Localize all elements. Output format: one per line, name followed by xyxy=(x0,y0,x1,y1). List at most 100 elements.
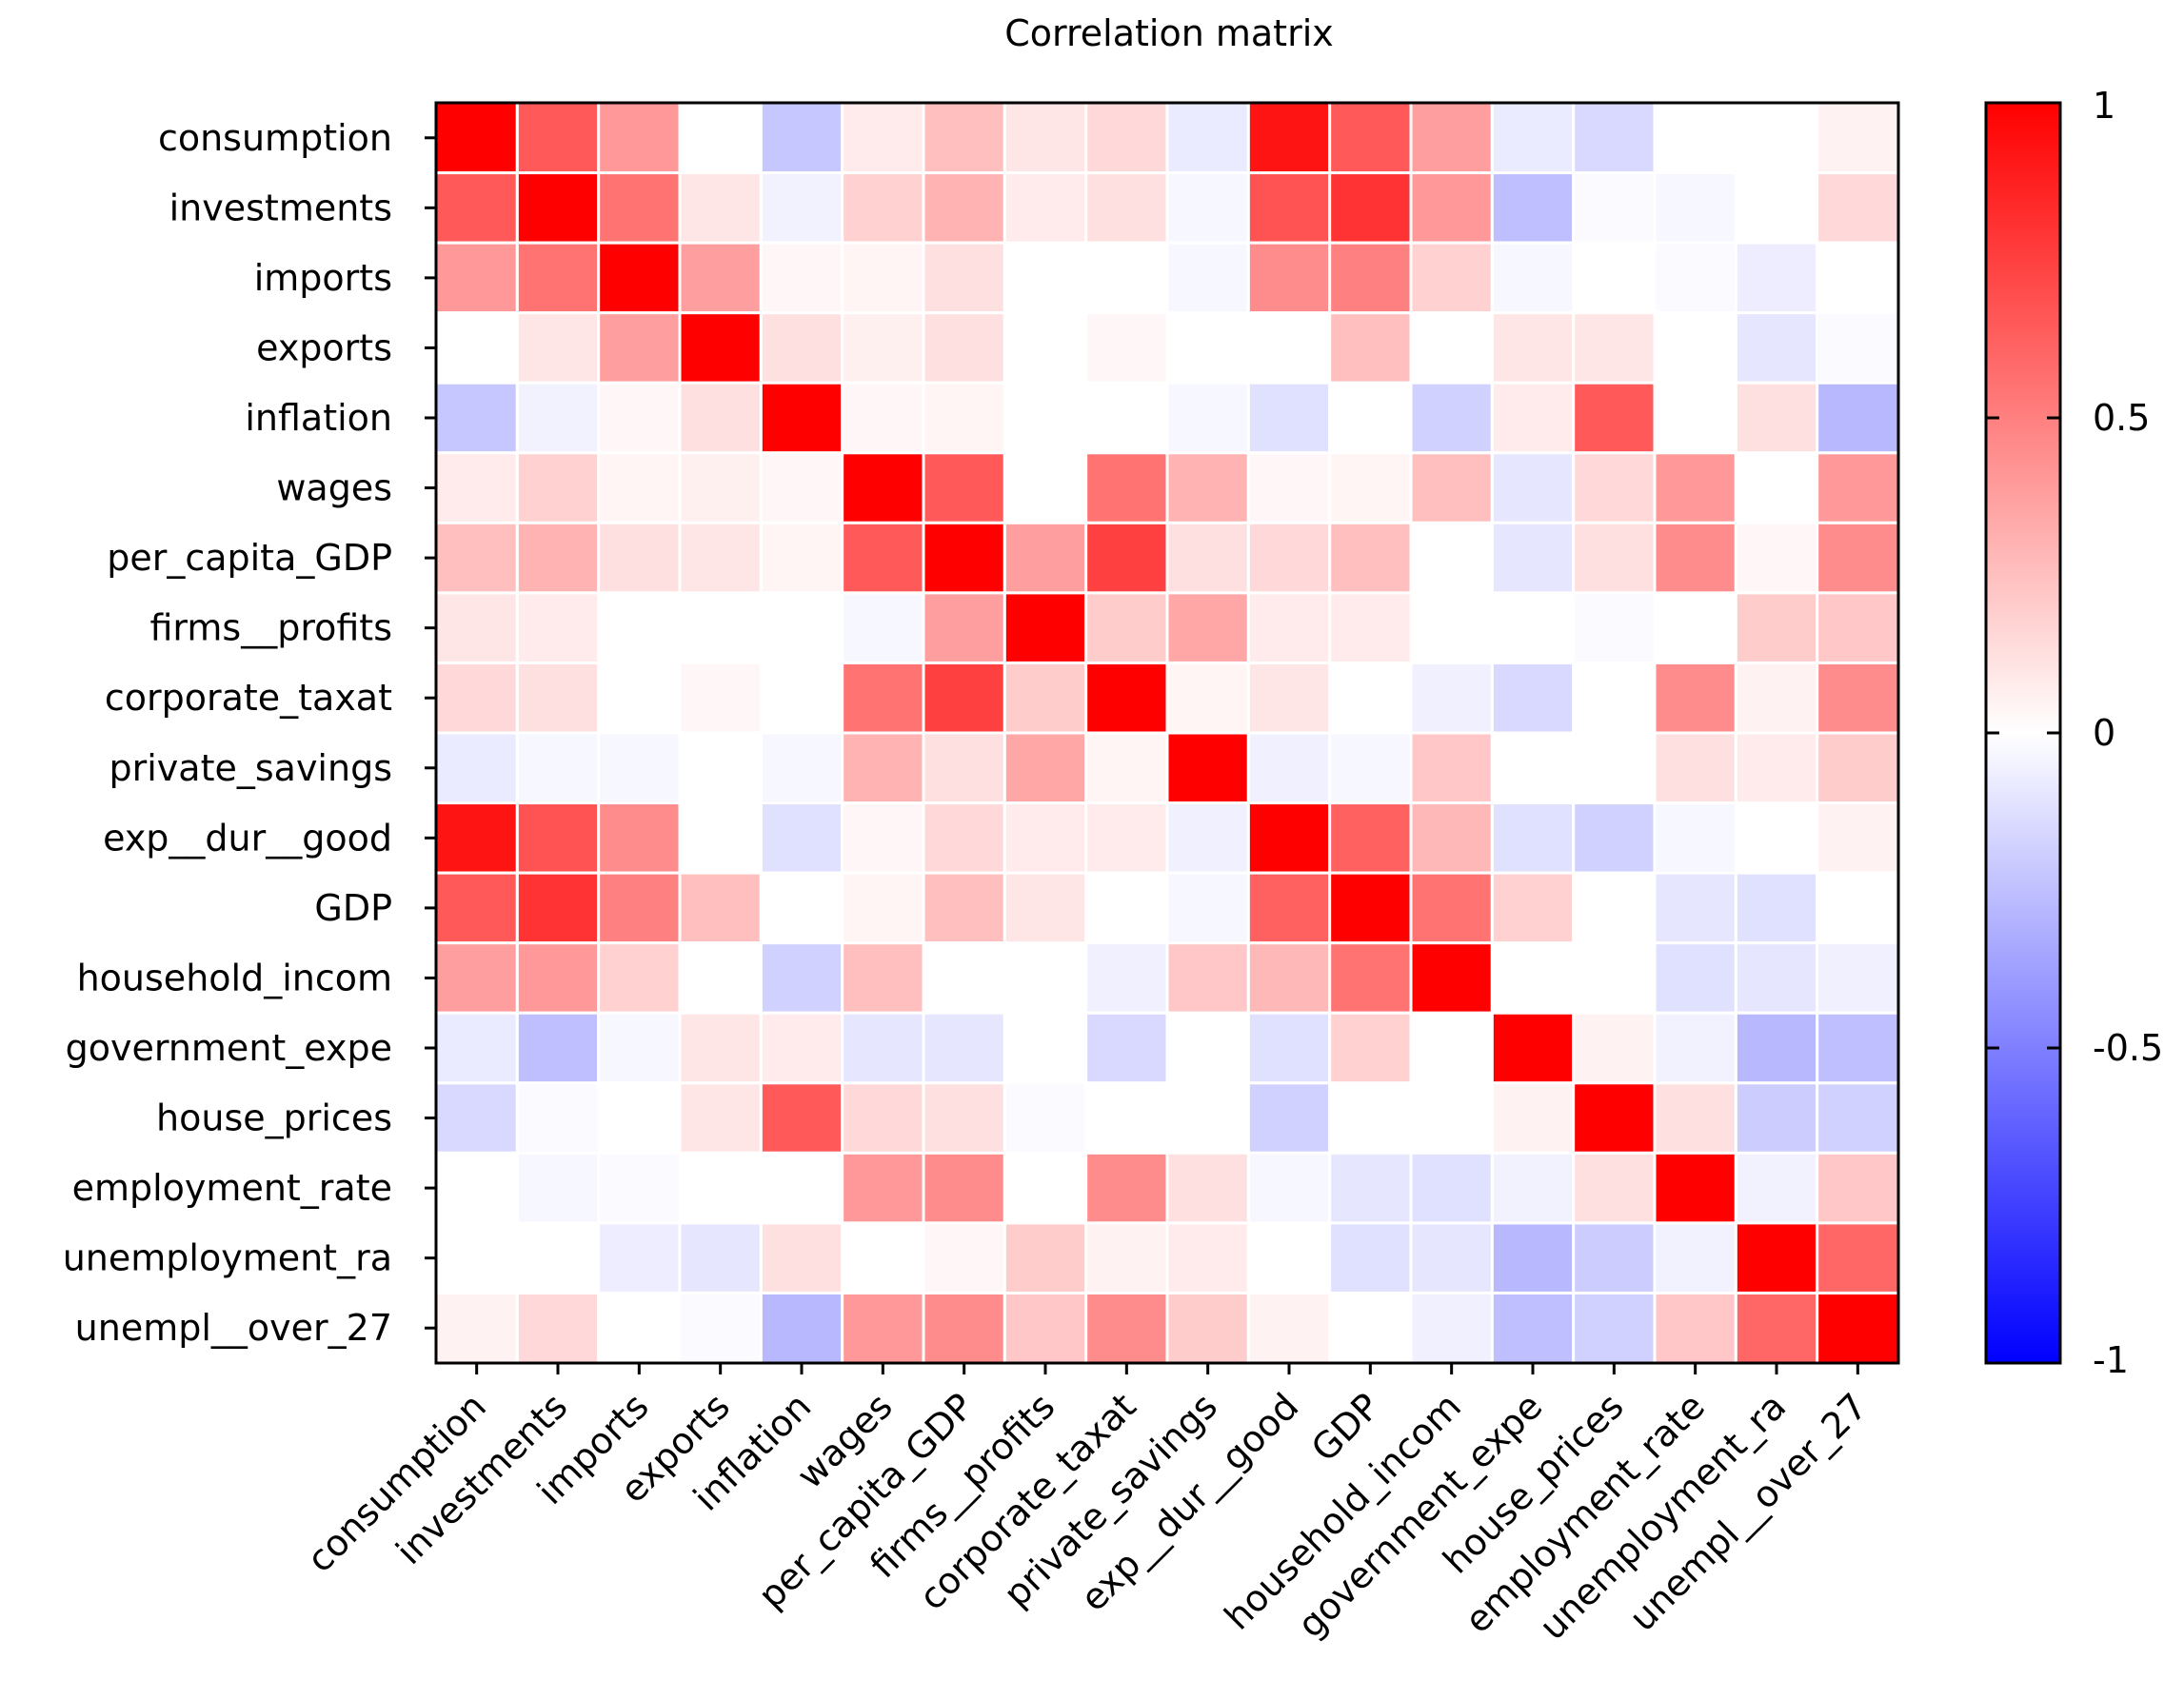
heatmap-cell-consumption-house_prices xyxy=(1572,101,1657,175)
heatmap-cell-wages-GDP xyxy=(1328,451,1413,524)
heatmap-cell-corporate_taxat-imports xyxy=(597,661,682,735)
heatmap-cell-firms__profits-house_prices xyxy=(1572,591,1657,664)
heatmap-cell-household_incom-imports xyxy=(597,941,682,1015)
heatmap-cell-exp__dur__good-imports xyxy=(597,801,682,875)
heatmap-cell-GDP-employment_rate xyxy=(1653,871,1737,945)
heatmap-cell-wages-unemployment_ra xyxy=(1734,451,1819,524)
heatmap-cell-firms__profits-inflation xyxy=(759,591,844,664)
heatmap-cell-exp__dur__good-consumption xyxy=(434,801,519,875)
heatmap-cell-unempl__over_27-exp__dur__good xyxy=(1246,1291,1332,1365)
y-tick-label: wages xyxy=(276,467,392,509)
heatmap-cell-per_capita_GDP-consumption xyxy=(434,521,519,595)
heatmap-cell-consumption-private_savings xyxy=(1165,101,1250,175)
y-tick-label: firms__profits xyxy=(150,607,393,649)
heatmap-cell-imports-GDP xyxy=(1328,241,1413,315)
heatmap-cell-firms__profits-per_capita_GDP xyxy=(922,591,1006,664)
y-tick-label: GDP xyxy=(314,887,392,929)
heatmap-cell-firms__profits-unemployment_ra xyxy=(1734,591,1819,664)
heatmap-cell-household_incom-wages xyxy=(841,941,925,1015)
heatmap-cell-inflation-corporate_taxat xyxy=(1084,381,1169,455)
heatmap-cell-exp__dur__good-unempl__over_27 xyxy=(1816,801,1900,875)
heatmap-cell-investments-employment_rate xyxy=(1653,171,1737,245)
heatmap-cell-unemployment_ra-wages xyxy=(841,1221,925,1295)
heatmap-cell-GDP-exports xyxy=(678,871,763,945)
heatmap-cell-GDP-GDP xyxy=(1328,871,1413,945)
heatmap-cells xyxy=(434,101,1900,1365)
heatmap-cell-unempl__over_27-imports xyxy=(597,1291,682,1365)
heatmap-cell-government_expe-house_prices xyxy=(1572,1011,1657,1085)
heatmap-cell-per_capita_GDP-household_incom xyxy=(1409,521,1494,595)
heatmap-cell-house_prices-consumption xyxy=(434,1081,519,1155)
heatmap-cell-inflation-employment_rate xyxy=(1653,381,1737,455)
heatmap-cell-inflation-consumption xyxy=(434,381,519,455)
heatmap-cell-wages-exp__dur__good xyxy=(1246,451,1332,524)
heatmap-cell-wages-unempl__over_27 xyxy=(1816,451,1900,524)
heatmap-cell-consumption-employment_rate xyxy=(1653,101,1737,175)
heatmap-cell-consumption-exports xyxy=(678,101,763,175)
heatmap-cell-imports-firms__profits xyxy=(1003,241,1088,315)
heatmap-cell-inflation-unempl__over_27 xyxy=(1816,381,1900,455)
x-axis-ticks: consumptioninvestmentsimportsexportsinfl… xyxy=(299,1363,1876,1648)
heatmap-cell-employment_rate-private_savings xyxy=(1165,1151,1250,1225)
heatmap-cell-exp__dur__good-per_capita_GDP xyxy=(922,801,1006,875)
y-tick-label: employment_rate xyxy=(72,1167,392,1209)
heatmap-cell-per_capita_GDP-wages xyxy=(841,521,925,595)
heatmap-cell-employment_rate-inflation xyxy=(759,1151,844,1225)
y-tick-label: investments xyxy=(169,187,392,228)
heatmap-cell-household_incom-unempl__over_27 xyxy=(1816,941,1900,1015)
heatmap-cell-exp__dur__good-corporate_taxat xyxy=(1084,801,1169,875)
heatmap-cell-household_incom-household_incom xyxy=(1409,941,1494,1015)
heatmap-cell-corporate_taxat-government_expe xyxy=(1490,661,1576,735)
heatmap-cell-wages-inflation xyxy=(759,451,844,524)
heatmap-cell-government_expe-private_savings xyxy=(1165,1011,1250,1085)
heatmap-cell-imports-unempl__over_27 xyxy=(1816,241,1900,315)
heatmap-cell-inflation-household_incom xyxy=(1409,381,1494,455)
heatmap-cell-unemployment_ra-unempl__over_27 xyxy=(1816,1221,1900,1295)
heatmap-cell-wages-household_incom xyxy=(1409,451,1494,524)
heatmap-cell-per_capita_GDP-imports xyxy=(597,521,682,595)
heatmap-cell-exports-government_expe xyxy=(1490,311,1576,385)
heatmap-cell-employment_rate-unemployment_ra xyxy=(1734,1151,1819,1225)
heatmap-cell-GDP-unemployment_ra xyxy=(1734,871,1819,945)
heatmap-cell-exp__dur__good-employment_rate xyxy=(1653,801,1737,875)
heatmap-cell-inflation-inflation xyxy=(759,381,844,455)
heatmap-cell-government_expe-consumption xyxy=(434,1011,519,1085)
heatmap-cell-government_expe-exports xyxy=(678,1011,763,1085)
heatmap-cell-consumption-wages xyxy=(841,101,925,175)
heatmap-cell-household_incom-investments xyxy=(515,941,601,1015)
heatmap-cell-unempl__over_27-exports xyxy=(678,1291,763,1365)
heatmap-cell-imports-per_capita_GDP xyxy=(922,241,1006,315)
heatmap-cell-unempl__over_27-government_expe xyxy=(1490,1291,1576,1365)
heatmap-cell-investments-per_capita_GDP xyxy=(922,171,1006,245)
heatmap-cell-wages-exports xyxy=(678,451,763,524)
heatmap-cell-investments-investments xyxy=(515,171,601,245)
heatmap-cell-exp__dur__good-government_expe xyxy=(1490,801,1576,875)
heatmap-cell-exports-unempl__over_27 xyxy=(1816,311,1900,385)
heatmap-cell-unemployment_ra-household_incom xyxy=(1409,1221,1494,1295)
heatmap-cell-corporate_taxat-per_capita_GDP xyxy=(922,661,1006,735)
heatmap-cell-government_expe-government_expe xyxy=(1490,1011,1576,1085)
heatmap-cell-inflation-per_capita_GDP xyxy=(922,381,1006,455)
heatmap-cell-employment_rate-firms__profits xyxy=(1003,1151,1088,1225)
heatmap-cell-corporate_taxat-exp__dur__good xyxy=(1246,661,1332,735)
heatmap-cell-per_capita_GDP-exports xyxy=(678,521,763,595)
heatmap-cell-per_capita_GDP-per_capita_GDP xyxy=(922,521,1006,595)
heatmap-cell-unemployment_ra-employment_rate xyxy=(1653,1221,1737,1295)
heatmap-cell-GDP-corporate_taxat xyxy=(1084,871,1169,945)
heatmap-cell-government_expe-GDP xyxy=(1328,1011,1413,1085)
heatmap-cell-government_expe-unemployment_ra xyxy=(1734,1011,1819,1085)
heatmap-cell-GDP-unempl__over_27 xyxy=(1816,871,1900,945)
heatmap-cell-household_incom-unemployment_ra xyxy=(1734,941,1819,1015)
heatmap-cell-firms__profits-imports xyxy=(597,591,682,664)
heatmap-cell-house_prices-inflation xyxy=(759,1081,844,1155)
heatmap-cell-house_prices-unemployment_ra xyxy=(1734,1081,1819,1155)
heatmap-cell-imports-unemployment_ra xyxy=(1734,241,1819,315)
heatmap-cell-GDP-exp__dur__good xyxy=(1246,871,1332,945)
heatmap-cell-government_expe-household_incom xyxy=(1409,1011,1494,1085)
heatmap-cell-corporate_taxat-private_savings xyxy=(1165,661,1250,735)
heatmap-cell-per_capita_GDP-unempl__over_27 xyxy=(1816,521,1900,595)
y-tick-label: unemployment_ra xyxy=(63,1237,392,1279)
y-tick-label: government_expe xyxy=(66,1027,392,1069)
heatmap-cell-investments-consumption xyxy=(434,171,519,245)
